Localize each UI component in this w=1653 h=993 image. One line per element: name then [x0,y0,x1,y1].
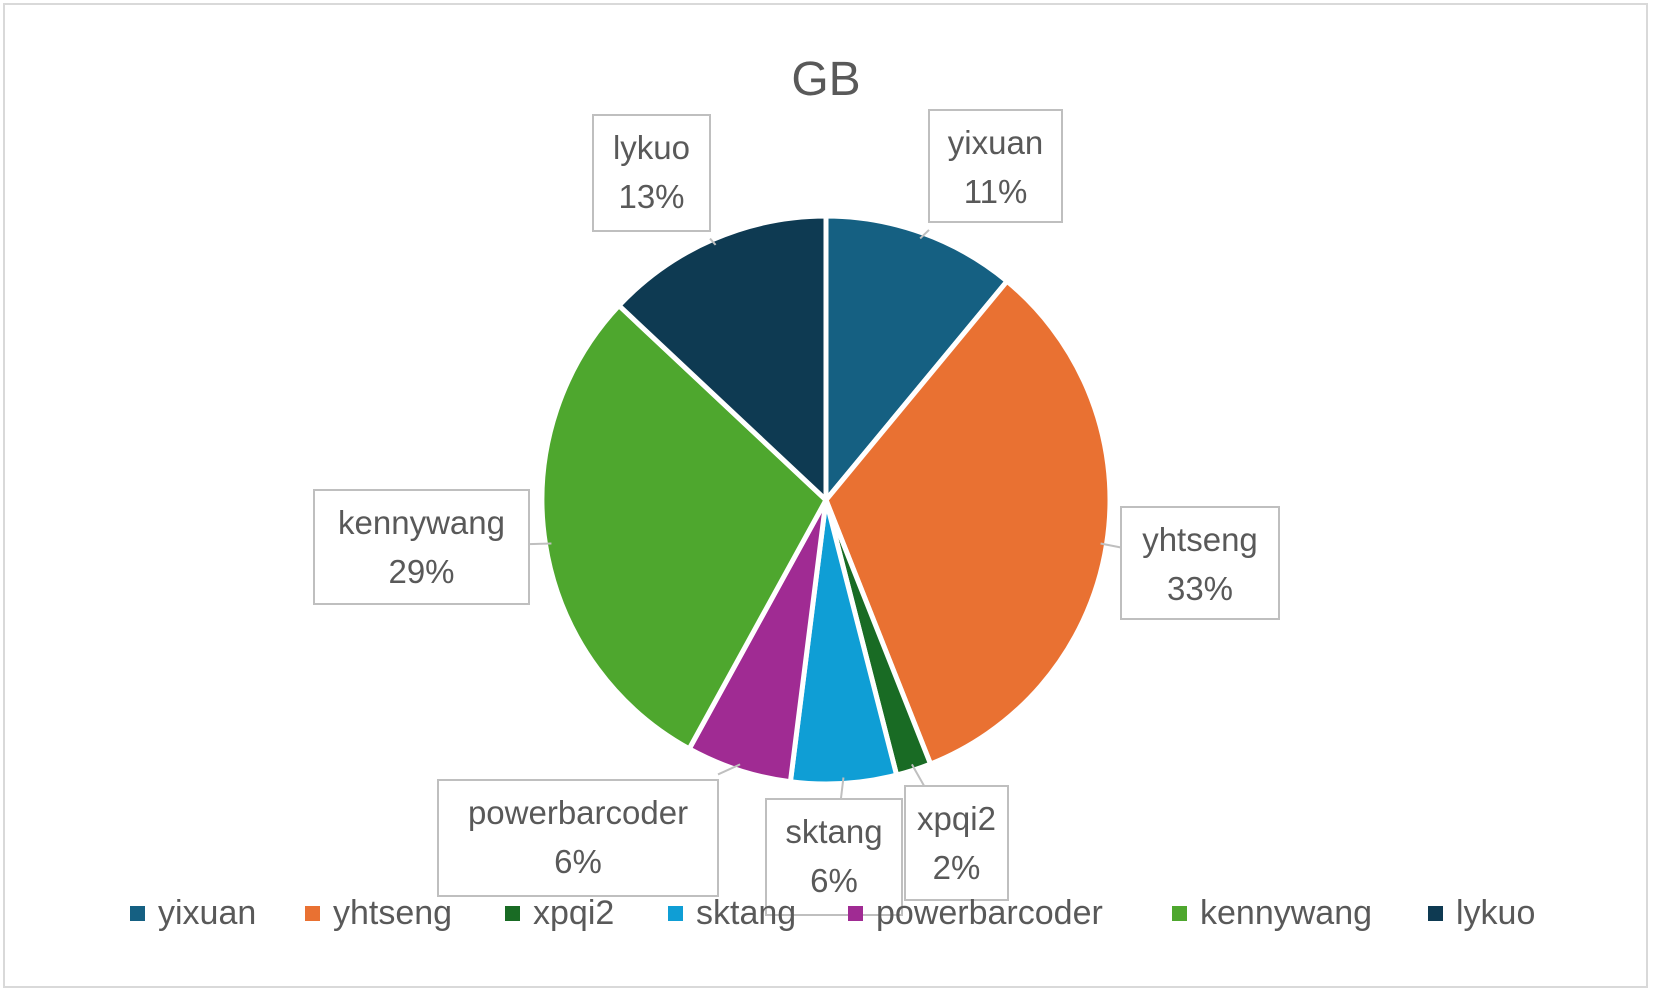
data-label-box-kennywang [313,489,530,605]
legend-swatch-sktang [668,906,683,921]
data-label-category-xpqi2: xpqi2 [917,800,996,837]
data-label-category-kennywang: kennywang [338,504,505,541]
legend-label-powerbarcoder: powerbarcoder [876,894,1103,932]
legend-label-yixuan: yixuan [158,894,256,932]
data-label-percent-kennywang: 29% [388,553,454,590]
data-label-box-xpqi2 [904,785,1009,901]
data-label-percent-yixuan: 11% [964,173,1028,210]
data-label-percent-lykuo: 13% [618,178,684,215]
legend-swatch-yixuan [130,906,145,921]
pie-slice-lykuo [616,213,829,503]
legend-label-lykuo: lykuo [1456,894,1535,932]
callout-leader-xpqi2 [911,763,926,787]
data-label-category-powerbarcoder: powerbarcoder [468,794,688,831]
data-label-box-yhtseng [1120,506,1280,620]
data-label-box-sktang [765,798,903,916]
legend-label-xpqi2: xpqi2 [533,894,614,932]
data-label-category-yhtseng: yhtseng [1142,521,1258,558]
data-label-percent-sktang: 6% [810,862,858,899]
data-label-percent-xpqi2: 2% [933,849,981,886]
callout-leader-kennywang [528,542,552,546]
legend-swatch-xpqi2 [505,906,520,921]
callout-leader-powerbarcoder [717,763,741,776]
chart-title: GB [791,53,860,106]
pie-slice-yixuan [823,213,1010,503]
data-label-box-powerbarcoder [437,779,719,897]
data-label-percent-yhtseng: 33% [1167,570,1233,607]
legend: yixuan yhtseng xpqi2 sktang powerbarcoder ken… [130,894,1535,932]
legend-swatch-yhtseng [305,906,320,921]
data-labels: yixuan 11% yhtseng 33% xpqi2 2% sktang 6% powerb… [313,109,1280,916]
callout-leader-yixuan [919,229,930,240]
legend-swatch-lykuo [1428,906,1443,921]
pie-slices [539,213,1113,787]
legend-swatch-powerbarcoder [848,906,863,921]
callout-leader-lykuo [709,237,717,246]
legend-label-sktang: sktang [696,894,796,932]
data-label-category-sktang: sktang [785,813,882,850]
callout-leader-sktang [839,777,845,800]
data-label-category-yixuan: yixuan [948,124,1043,161]
legend-swatch-kennywang [1172,906,1187,921]
data-label-category-lykuo: lykuo [613,129,690,166]
legend-label-kennywang: kennywang [1200,894,1372,932]
data-label-box-yixuan [928,109,1063,223]
data-label-box-lykuo [592,114,711,232]
data-label-percent-powerbarcoder: 6% [554,843,602,880]
legend-label-yhtseng: yhtseng [333,894,452,932]
callout-leader-yhtseng [1100,542,1122,549]
